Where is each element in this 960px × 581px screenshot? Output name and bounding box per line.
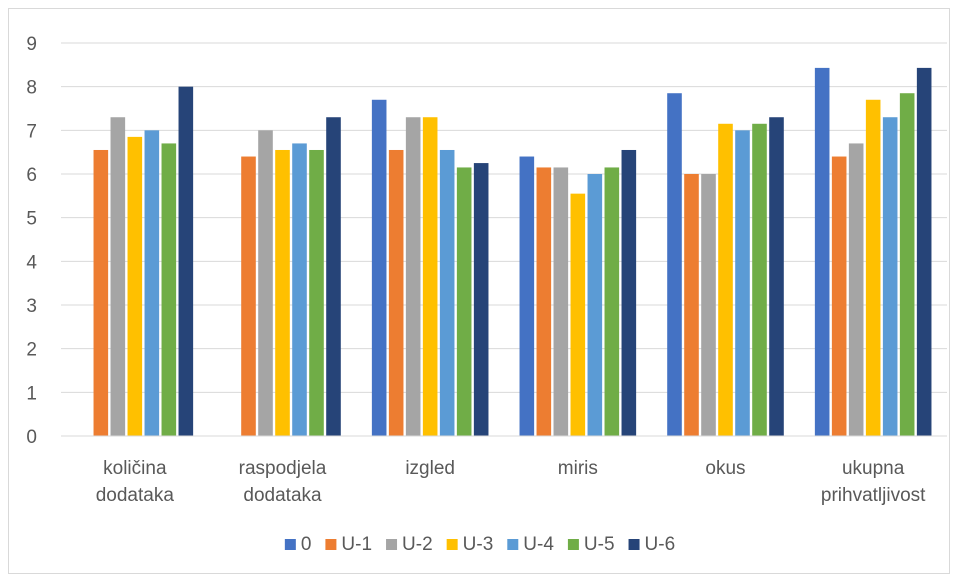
legend-swatch (567, 539, 579, 550)
legend-label: U-2 (402, 534, 433, 555)
bar-u-5-5 (899, 93, 915, 436)
legend-item: U-2 (386, 534, 433, 555)
legend: 0 U-1 U-2 U-3 U-4 U-5 U-6 (284, 534, 676, 555)
bar-u-2-3 (553, 167, 569, 436)
bar-u-3-5 (865, 99, 881, 437)
x-category-label: prihvatljivost (821, 485, 926, 506)
legend-item: U-5 (567, 534, 615, 555)
x-category-label: izgled (405, 458, 455, 479)
bar-0-4 (667, 93, 682, 436)
legend-swatch (284, 539, 296, 550)
legend-swatch (507, 539, 519, 550)
bar-u-4-4 (735, 130, 750, 436)
legend-label: 0 (301, 534, 312, 555)
legend-swatch (386, 539, 398, 550)
legend-label: U-4 (523, 534, 554, 555)
bar-u-5-1 (309, 149, 324, 437)
x-category-label: raspodjela (239, 458, 327, 479)
legend-label: U-6 (645, 534, 676, 555)
bars (93, 67, 932, 437)
bar-u-1-0 (93, 149, 109, 437)
x-category-label: dodataka (243, 485, 322, 506)
bar-u-5-4 (752, 123, 767, 436)
bar-chart: 0 1 2 3 4 5 6 7 8 9 količina dodataka raspodjela dod… (26, 34, 947, 555)
bar-u-2-0 (110, 117, 126, 436)
bar-u-6-4 (769, 117, 784, 436)
bar-u-2-2 (405, 117, 421, 436)
x-category-label: količina (103, 458, 167, 479)
bar-u-5-0 (161, 143, 177, 436)
y-axis-ticks: 0 1 2 3 4 5 6 7 8 9 (26, 34, 37, 448)
legend-swatch (325, 539, 337, 550)
bar-0-5 (814, 67, 830, 436)
legend-swatch (628, 539, 640, 550)
bar-u-1-5 (831, 156, 847, 436)
bar-u-2-5 (848, 143, 864, 436)
bar-0-3 (519, 156, 535, 436)
y-tick-label: 8 (26, 78, 37, 99)
legend-label: U-1 (341, 534, 372, 555)
y-tick-label: 2 (26, 340, 37, 361)
bar-u-6-0 (178, 86, 194, 437)
bar-u-4-2 (439, 149, 455, 437)
legend-item: U-6 (628, 534, 676, 555)
y-tick-label: 7 (26, 121, 37, 142)
bar-u-2-4 (701, 174, 716, 436)
y-tick-label: 3 (26, 296, 37, 317)
bar-0-2 (371, 99, 387, 437)
legend-item: U-3 (446, 534, 494, 555)
bar-u-1-2 (388, 149, 404, 437)
y-tick-label: 6 (26, 165, 37, 186)
bar-u-4-0 (144, 130, 160, 436)
bar-u-3-1 (275, 149, 290, 437)
bar-u-6-2 (473, 163, 489, 436)
bar-u-6-1 (326, 117, 341, 436)
bar-u-3-3 (570, 193, 586, 436)
legend-item: U-4 (507, 534, 554, 555)
y-tick-label: 0 (26, 427, 37, 448)
bar-u-6-3 (621, 149, 637, 437)
legend-item: 0 (284, 534, 312, 555)
legend-label: U-3 (463, 534, 494, 555)
bar-u-3-4 (718, 123, 733, 436)
gridlines (61, 42, 947, 393)
x-category-label: dodataka (96, 485, 175, 506)
bar-u-3-0 (127, 136, 143, 436)
bar-u-1-1 (241, 156, 256, 436)
bar-u-6-5 (916, 67, 932, 436)
bar-u-3-2 (422, 117, 438, 436)
bar-u-4-3 (587, 174, 603, 436)
y-tick-label: 4 (26, 252, 37, 273)
x-category-label: okus (705, 458, 745, 479)
legend-swatch (446, 539, 458, 550)
bar-u-2-1 (258, 130, 273, 436)
legend-item: U-1 (325, 534, 372, 555)
chart-frame: 0 1 2 3 4 5 6 7 8 9 količina dodataka raspodjela dod… (8, 8, 950, 574)
legend-label: U-5 (584, 534, 615, 555)
bar-u-4-1 (292, 143, 307, 436)
bar-u-4-5 (882, 117, 898, 436)
x-category-label: miris (558, 458, 598, 479)
y-tick-label: 5 (26, 209, 37, 230)
x-category-label: ukupna (842, 458, 905, 479)
bar-u-1-3 (536, 167, 552, 436)
bar-u-5-3 (604, 167, 620, 436)
x-axis-category-labels: količina dodataka raspodjela dodataka izgled… (96, 458, 926, 506)
y-tick-label: 9 (26, 34, 37, 55)
bar-u-5-2 (456, 167, 472, 436)
y-tick-label: 1 (26, 383, 37, 404)
bar-u-1-4 (684, 174, 699, 436)
